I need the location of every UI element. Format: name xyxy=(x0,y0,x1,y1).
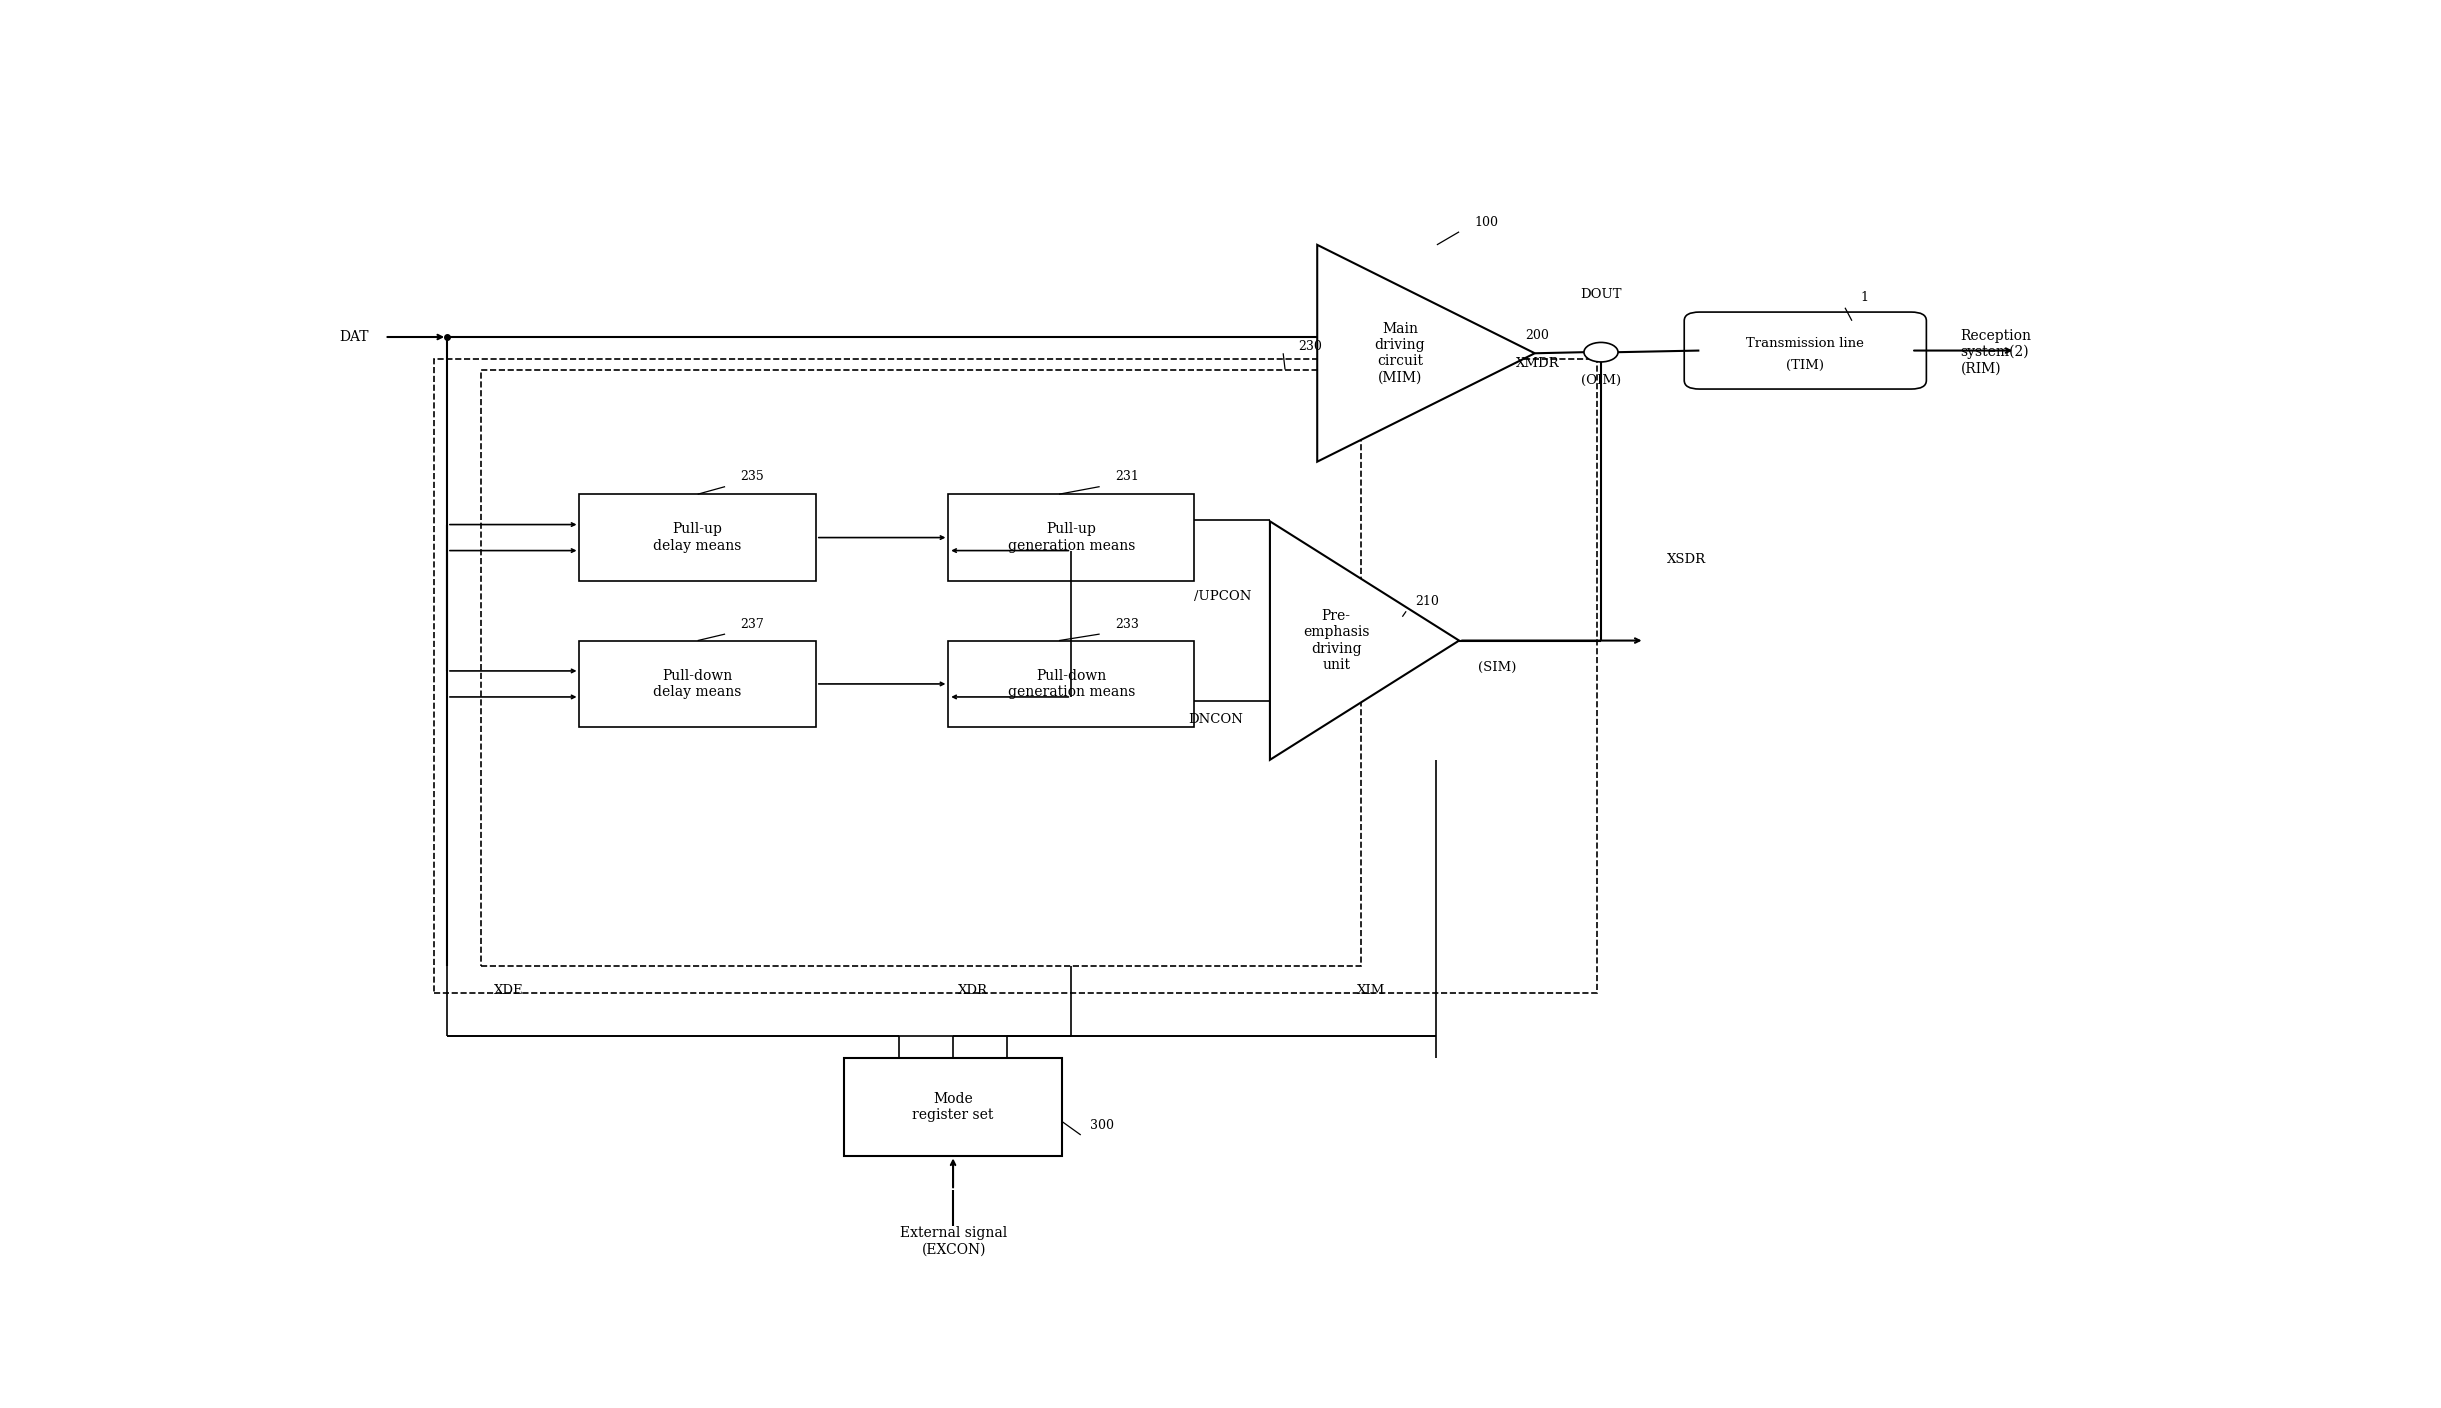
Bar xyxy=(947,641,1194,728)
Text: XSDR: XSDR xyxy=(1667,553,1706,566)
Bar xyxy=(579,494,815,582)
FancyBboxPatch shape xyxy=(1684,313,1926,389)
Text: XMDR: XMDR xyxy=(1516,356,1560,369)
Text: DOUT: DOUT xyxy=(1579,289,1621,301)
Text: Pull-down
generation means: Pull-down generation means xyxy=(1008,669,1135,698)
Text: 231: 231 xyxy=(1116,470,1138,483)
Bar xyxy=(434,359,1596,993)
Text: Mode
register set: Mode register set xyxy=(913,1091,993,1122)
Text: (SIM): (SIM) xyxy=(1479,662,1516,674)
Text: XDE: XDE xyxy=(493,984,525,997)
Polygon shape xyxy=(1269,521,1460,760)
Bar xyxy=(579,641,815,728)
Text: /UPCON: /UPCON xyxy=(1194,590,1252,603)
Text: 1: 1 xyxy=(1860,291,1867,304)
Text: XDR: XDR xyxy=(957,984,989,997)
Text: DAT: DAT xyxy=(339,329,369,344)
Text: Transmission line: Transmission line xyxy=(1745,337,1865,351)
Text: Pull-up
delay means: Pull-up delay means xyxy=(654,522,742,553)
Text: (OIM): (OIM) xyxy=(1582,375,1621,387)
Text: Pull-up
generation means: Pull-up generation means xyxy=(1008,522,1135,553)
Text: Reception
system(2)
(RIM): Reception system(2) (RIM) xyxy=(1960,328,2031,376)
Text: Main
driving
circuit
(MIM): Main driving circuit (MIM) xyxy=(1374,322,1426,384)
Text: 237: 237 xyxy=(740,618,764,631)
Text: Pre-
emphasis
driving
unit: Pre- emphasis driving unit xyxy=(1303,610,1369,672)
Text: 100: 100 xyxy=(1474,215,1499,228)
Bar xyxy=(481,369,1360,966)
Polygon shape xyxy=(1318,245,1535,462)
Text: 230: 230 xyxy=(1299,341,1323,353)
Text: 300: 300 xyxy=(1091,1119,1113,1132)
Text: DNCON: DNCON xyxy=(1189,714,1242,727)
Text: 235: 235 xyxy=(740,470,764,483)
Text: 233: 233 xyxy=(1116,618,1138,631)
Bar xyxy=(845,1057,1062,1156)
Bar xyxy=(947,494,1194,582)
Text: Pull-down
delay means: Pull-down delay means xyxy=(654,669,742,698)
Text: (TIM): (TIM) xyxy=(1787,359,1823,372)
Text: XIM: XIM xyxy=(1357,984,1386,997)
Text: External signal
(EXCON): External signal (EXCON) xyxy=(901,1226,1008,1256)
Circle shape xyxy=(1584,342,1618,362)
Text: 200: 200 xyxy=(1526,329,1550,342)
Text: 210: 210 xyxy=(1416,596,1440,608)
